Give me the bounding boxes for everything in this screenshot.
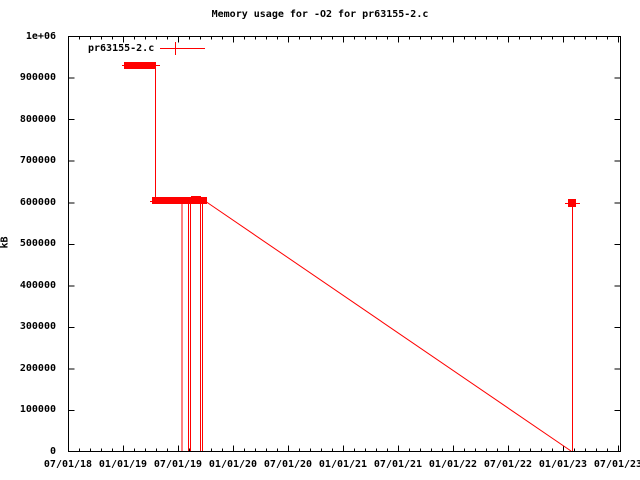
x-tick-label: 07/01/23: [593, 459, 640, 470]
x-tick-label: 01/01/21: [318, 459, 368, 470]
y-axis-ticks: [68, 36, 621, 452]
series-markers: [124, 62, 576, 207]
y-tick-label: 700000: [19, 155, 56, 166]
legend-entry-label: pr63155-2.c: [88, 43, 155, 54]
chart-title: Memory usage for -O2 for pr63155-2.c: [211, 9, 429, 20]
x-tick-label: 07/01/20: [263, 459, 313, 470]
x-axis-major-ticks: [68, 36, 619, 452]
x-tick-label: 07/01/19: [153, 459, 203, 470]
x-tick-label: 01/01/19: [98, 459, 148, 470]
y-tick-label: 0: [49, 446, 56, 457]
x-tick-label: 01/01/20: [208, 459, 258, 470]
y-tick-label: 800000: [19, 114, 56, 125]
y-tick-label: 100000: [19, 404, 56, 415]
y-tick-label: 500000: [19, 238, 56, 249]
series-pr63155-2c: [122, 65, 573, 452]
y-tick-label: 900000: [19, 72, 56, 83]
x-tick-label: 01/01/23: [538, 459, 588, 470]
axis-frame: [68, 36, 621, 452]
y-tick-label: 600000: [19, 197, 56, 208]
x-tick-label: 07/01/22: [483, 459, 533, 470]
y-tick-label: 300000: [19, 321, 56, 332]
legend-sample: [160, 42, 205, 55]
x-tick-label: 01/01/22: [428, 459, 478, 470]
y-tick-label: 200000: [19, 363, 56, 374]
y-tick-label: 400000: [19, 280, 56, 291]
x-axis-minor-ticks: [79, 36, 608, 452]
x-tick-label: 07/01/18: [43, 459, 93, 470]
y-tick-label: 1e+06: [25, 31, 56, 42]
x-tick-label: 07/01/21: [373, 459, 423, 470]
